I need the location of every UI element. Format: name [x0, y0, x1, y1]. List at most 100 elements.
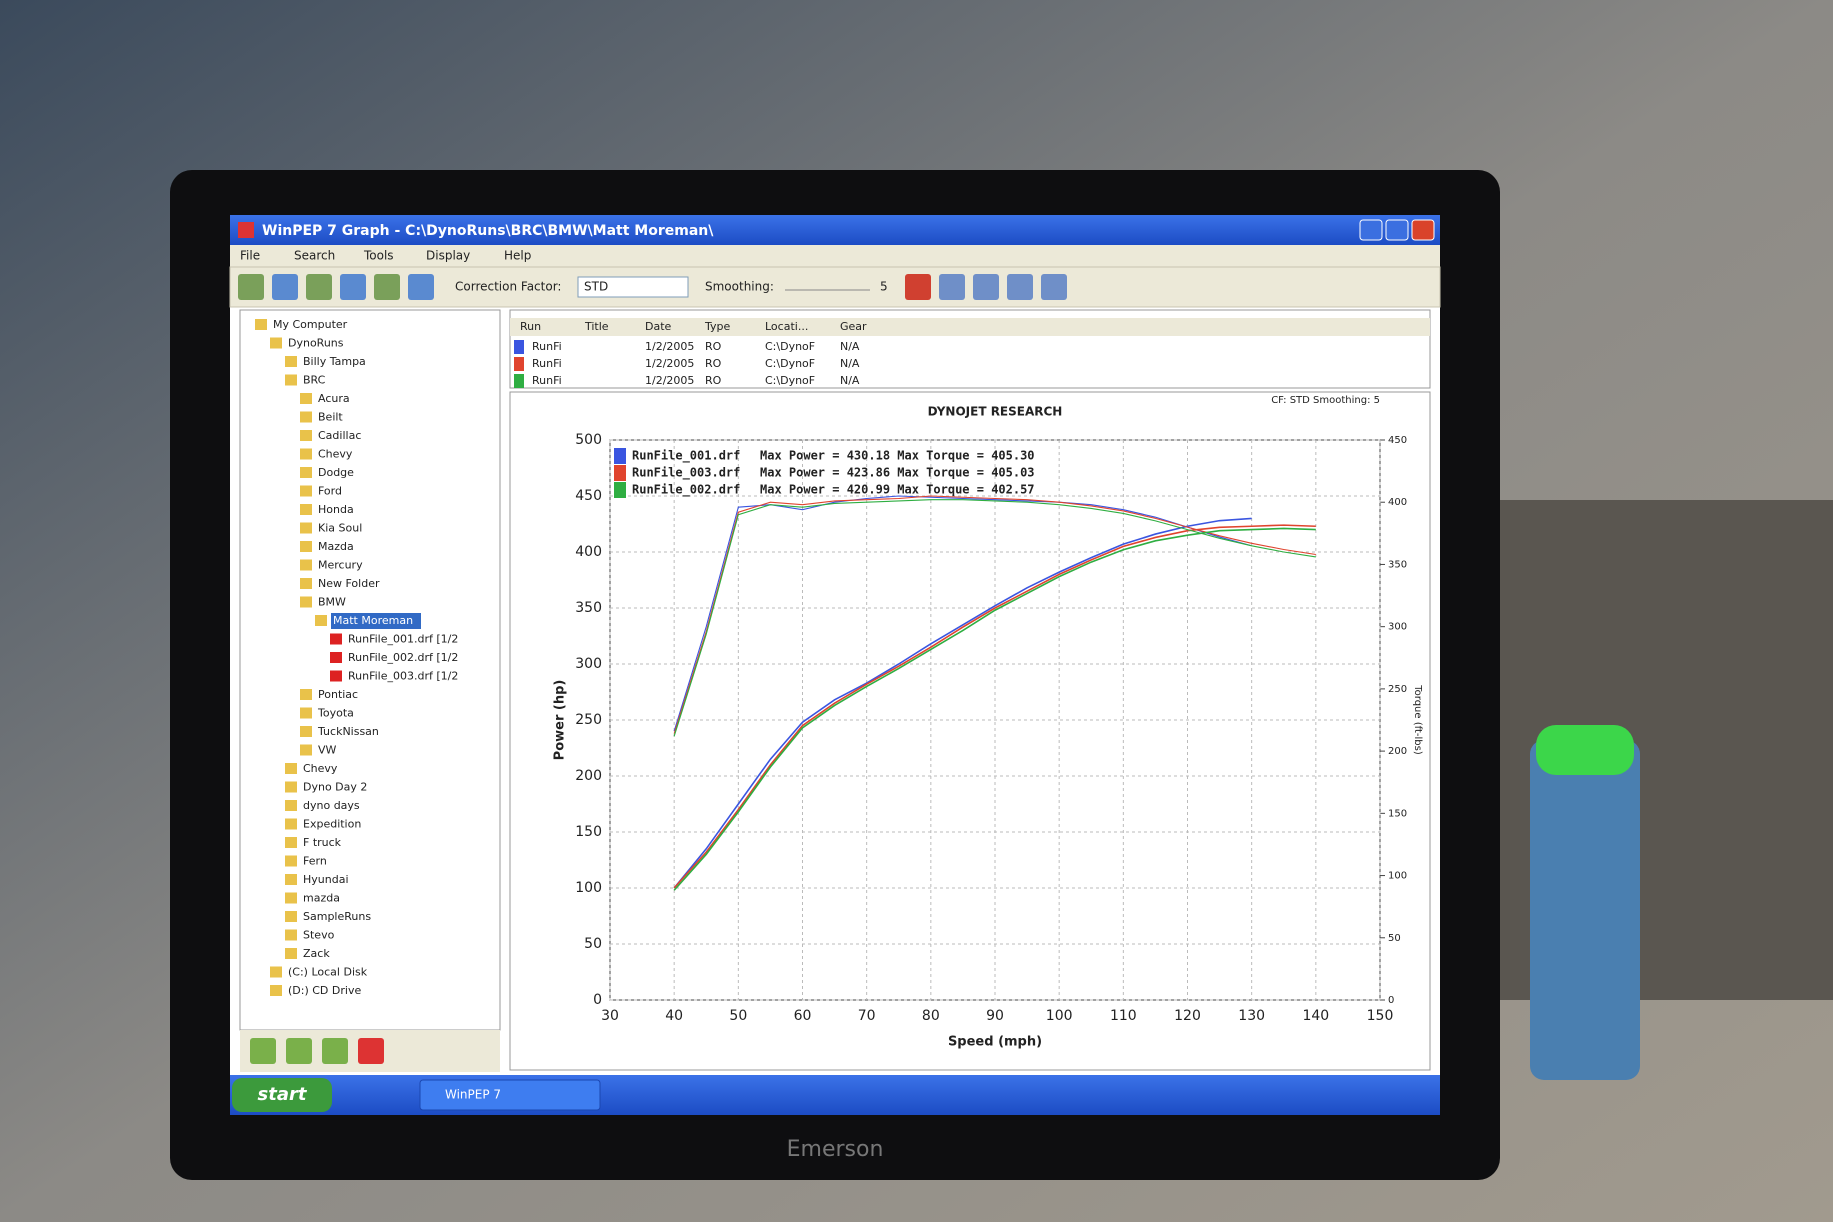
- tree-item[interactable]: Pontiac: [318, 688, 358, 701]
- y2-tick-label: 350: [1388, 559, 1407, 570]
- tree-item[interactable]: Dyno Day 2: [303, 781, 367, 794]
- tree-icon: [285, 911, 297, 922]
- tree-item[interactable]: Beilt: [318, 411, 343, 424]
- start-button[interactable]: [232, 1078, 332, 1112]
- tree-item[interactable]: Expedition: [303, 818, 361, 831]
- tree-icon: [300, 430, 312, 441]
- run-color: [514, 374, 524, 388]
- toolbar: [229, 266, 1441, 308]
- y-tick-label: 100: [575, 880, 602, 896]
- tree-item[interactable]: Chevy: [318, 448, 353, 461]
- legend-name: RunFile_002.drf: [632, 483, 740, 498]
- y-tick-label: 200: [575, 768, 602, 784]
- run-color: [514, 357, 524, 371]
- tool-button[interactable]: [374, 274, 400, 300]
- tree-tool[interactable]: [250, 1038, 276, 1064]
- tree-item[interactable]: Hyundai: [303, 873, 349, 886]
- tree-item[interactable]: dyno days: [303, 799, 360, 812]
- tool-button[interactable]: [1007, 274, 1033, 300]
- tree-icon: [285, 837, 297, 848]
- legend-swatch: [614, 482, 626, 498]
- tree-icon: [330, 670, 342, 682]
- tree-item[interactable]: SampleRuns: [303, 910, 371, 923]
- tool-button[interactable]: [905, 274, 931, 300]
- tree-item[interactable]: Acura: [318, 392, 350, 405]
- y2-tick-label: 150: [1388, 808, 1407, 819]
- tree-item[interactable]: Cadillac: [318, 429, 361, 442]
- tree-icon: [255, 319, 267, 330]
- x-axis-label: Speed (mph): [948, 1035, 1042, 1050]
- tree-item[interactable]: BMW: [318, 596, 346, 609]
- close-button[interactable]: [1411, 219, 1435, 241]
- tree-item[interactable]: Fern: [303, 855, 327, 868]
- table-cell: RunFi: [532, 357, 562, 370]
- tree-item[interactable]: TuckNissan: [317, 725, 379, 738]
- tool-button[interactable]: [939, 274, 965, 300]
- tree-item[interactable]: DynoRuns: [288, 337, 344, 350]
- tree-item[interactable]: RunFile_002.drf [1/2: [348, 651, 458, 664]
- tree-item[interactable]: Mercury: [318, 559, 363, 572]
- tree-item[interactable]: RunFile_003.drf [1/2: [348, 670, 458, 683]
- tool-button[interactable]: [238, 274, 264, 300]
- tree-icon: [300, 448, 312, 460]
- tool-button[interactable]: [408, 274, 434, 300]
- menu-item[interactable]: Help: [504, 249, 531, 263]
- tool-button[interactable]: [1041, 274, 1067, 300]
- tree-tool[interactable]: [358, 1038, 384, 1064]
- monitor-brand: Emerson: [787, 1137, 884, 1162]
- tree-item[interactable]: Zack: [303, 947, 330, 960]
- table-cell: RunFi: [532, 374, 562, 387]
- chart-subtitle: CF: STD Smoothing: 5: [1271, 395, 1380, 406]
- menu-item[interactable]: Display: [426, 249, 470, 263]
- y-tick-label: 150: [575, 824, 602, 840]
- tree-item[interactable]: Toyota: [317, 707, 354, 720]
- y-tick-label: 350: [575, 600, 602, 616]
- tree-icon: [270, 337, 282, 349]
- tree-item[interactable]: Dodge: [318, 466, 354, 479]
- tree-item[interactable]: (D:) CD Drive: [288, 984, 361, 997]
- menu-item[interactable]: Search: [294, 249, 335, 263]
- tool-button[interactable]: [973, 274, 999, 300]
- tree-icon: [330, 633, 342, 645]
- maximize-button[interactable]: [1385, 219, 1409, 241]
- tree-icon: [300, 726, 312, 737]
- legend-name: RunFile_001.drf: [632, 449, 740, 464]
- table-cell: 1/2/2005: [645, 357, 694, 370]
- tree-item[interactable]: mazda: [303, 892, 340, 905]
- tree-item[interactable]: BRC: [303, 374, 326, 387]
- tree-item[interactable]: RunFile_001.drf [1/2: [348, 633, 458, 646]
- tree-item[interactable]: (C:) Local Disk: [288, 966, 368, 979]
- tree-item[interactable]: Honda: [318, 503, 354, 516]
- correction-dropdown[interactable]: [577, 276, 689, 298]
- tree-item[interactable]: Chevy: [303, 762, 338, 775]
- tool-button[interactable]: [272, 274, 298, 300]
- menu-item[interactable]: File: [240, 249, 260, 263]
- tree-item[interactable]: VW: [318, 744, 337, 757]
- tree-icon: [285, 781, 297, 793]
- legend-swatch: [614, 448, 626, 464]
- tree-tool[interactable]: [322, 1038, 348, 1064]
- tree-item[interactable]: Billy Tampa: [303, 355, 366, 368]
- tree-item[interactable]: Kia Soul: [318, 522, 362, 535]
- table-header: [510, 318, 1430, 336]
- tree-tool[interactable]: [286, 1038, 312, 1064]
- tree-item[interactable]: Mazda: [318, 540, 354, 553]
- tree-item[interactable]: New Folder: [318, 577, 380, 590]
- tool-button[interactable]: [340, 274, 366, 300]
- tree-item[interactable]: Stevo: [303, 929, 335, 942]
- tree-item[interactable]: F truck: [303, 836, 342, 849]
- task-button[interactable]: [419, 1079, 601, 1111]
- menu-item[interactable]: Tools: [363, 249, 394, 263]
- tool-button[interactable]: [306, 274, 332, 300]
- tree-item[interactable]: My Computer: [273, 318, 348, 331]
- tree-item[interactable]: Ford: [318, 485, 342, 498]
- tree-item[interactable]: Matt Moreman: [333, 614, 413, 627]
- tree-icon: [300, 689, 312, 700]
- y-tick-label: 300: [575, 656, 602, 672]
- minimize-button[interactable]: [1359, 219, 1383, 241]
- power-line: [673, 524, 1316, 889]
- tree-icon: [285, 948, 297, 959]
- tree-icon: [285, 929, 297, 941]
- table-cell: RO: [705, 374, 722, 387]
- x-tick-label: 80: [922, 1008, 940, 1024]
